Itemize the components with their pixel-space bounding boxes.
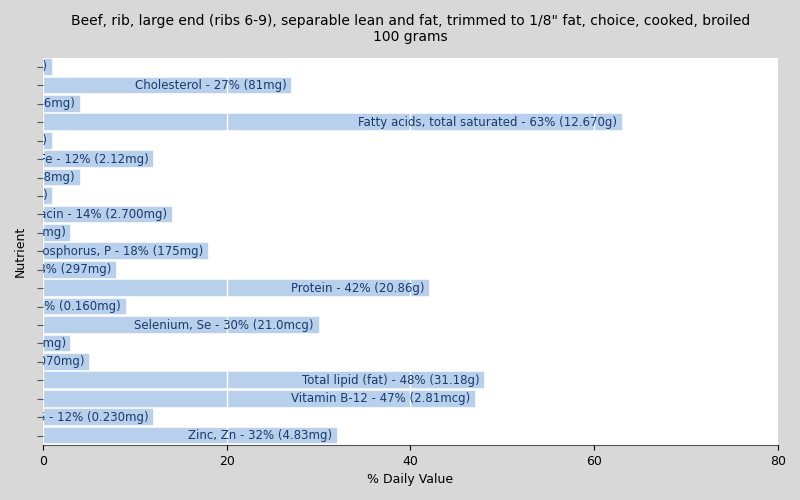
Bar [43,114,622,130]
Bar [43,78,291,93]
Title: Beef, rib, large end (ribs 6-9), separable lean and fat, trimmed to 1/8" fat, ch: Beef, rib, large end (ribs 6-9), separab… [71,14,750,44]
Bar [43,170,80,186]
Bar [43,317,318,333]
Bar [43,188,52,204]
Bar [43,262,116,278]
Text: Potassium, K - 8% (297mg): Potassium, K - 8% (297mg) [0,263,112,276]
X-axis label: % Daily Value: % Daily Value [367,473,454,486]
Text: Zinc, Zn - 32% (4.83mg): Zinc, Zn - 32% (4.83mg) [188,429,332,442]
Text: Protein - 42% (20.86g): Protein - 42% (20.86g) [290,282,424,294]
Text: Vitamin B-6 - 12% (0.230mg): Vitamin B-6 - 12% (0.230mg) [0,410,149,424]
Text: Sodium, Na - 3% (63mg): Sodium, Na - 3% (63mg) [0,337,66,350]
Text: Folate, total - 1% (5mcg): Folate, total - 1% (5mcg) [0,134,47,147]
Bar [43,96,80,112]
Text: Niacin - 14% (2.700mg): Niacin - 14% (2.700mg) [27,208,167,221]
Bar [43,59,52,75]
Text: Magnesium, Mg - 4% (18mg): Magnesium, Mg - 4% (18mg) [0,171,75,184]
Bar [43,428,337,444]
Text: Vitamin B-12 - 47% (2.81mcg): Vitamin B-12 - 47% (2.81mcg) [291,392,470,406]
Bar [43,410,153,425]
Bar [43,336,70,351]
Text: Total lipid (fat) - 48% (31.18g): Total lipid (fat) - 48% (31.18g) [302,374,479,387]
Text: Pantothenic acid - 3% (0.340mg): Pantothenic acid - 3% (0.340mg) [0,226,66,239]
Bar [43,133,52,148]
Bar [43,244,208,259]
Bar [43,391,475,406]
Text: Fatty acids, total saturated - 63% (12.670g): Fatty acids, total saturated - 63% (12.6… [358,116,618,129]
Bar [43,354,89,370]
Bar [43,280,429,296]
Bar [43,299,126,314]
Bar [43,372,484,388]
Text: Riboflavin - 9% (0.160mg): Riboflavin - 9% (0.160mg) [0,300,121,313]
Bar [43,152,153,167]
Bar [43,225,70,240]
Text: Selenium, Se - 30% (21.0mcg): Selenium, Se - 30% (21.0mcg) [134,318,314,332]
Text: Calcium, Ca - 1% (10mg): Calcium, Ca - 1% (10mg) [0,60,47,74]
Y-axis label: Nutrient: Nutrient [14,226,27,277]
Text: Phosphorus, P - 18% (175mg): Phosphorus, P - 18% (175mg) [29,245,204,258]
Text: Thiamin - 5% (0.070mg): Thiamin - 5% (0.070mg) [0,356,84,368]
Text: Manganese, Mn - 1% (0.013mg): Manganese, Mn - 1% (0.013mg) [0,190,47,202]
Text: Cholesterol - 27% (81mg): Cholesterol - 27% (81mg) [134,79,286,92]
Text: Iron, Fe - 12% (2.12mg): Iron, Fe - 12% (2.12mg) [9,152,149,166]
Text: Copper, Cu - 4% (0.076mg): Copper, Cu - 4% (0.076mg) [0,98,75,110]
Bar [43,206,171,222]
